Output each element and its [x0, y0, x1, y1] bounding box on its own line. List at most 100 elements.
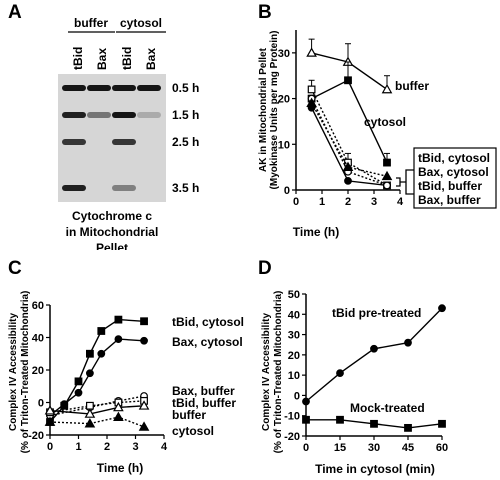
- chart-b-xlabel: Time (h): [293, 225, 339, 239]
- chart-b-ylabel2: (Myokinase Units per mg Protein): [269, 31, 280, 190]
- chart-c-series-label: tBid, buffer: [172, 396, 236, 410]
- gel-row-label: 0.5 h: [172, 81, 199, 95]
- chart-d-x-tick-label: 60: [436, 442, 448, 454]
- chart-b-y-tick-label: 30: [278, 48, 290, 60]
- chart-c-y-tick-label: 20: [32, 365, 44, 377]
- gel-panel: buffer cytosol tBid Bax tBid Bax 0.5 h 1…: [58, 16, 199, 250]
- gel-caption-line: Cytochrome c: [72, 209, 152, 223]
- chart-b-bracket-label: Bax, buffer: [418, 193, 481, 207]
- gel-lane-label: tBid: [120, 47, 134, 70]
- gel-lane-label: tBid: [71, 47, 85, 70]
- chart-c-series-line: [49, 416, 145, 428]
- chart-b-data-point: [342, 161, 354, 172]
- chart-c-data-point: [60, 400, 69, 409]
- gel-band: [87, 112, 111, 118]
- chart-d-data-point: [438, 419, 446, 428]
- chart-b-plot: 0 1 2 3 4 0 10 20 30: [278, 30, 404, 208]
- chart-c-series-label: Bax, buffer: [172, 384, 235, 398]
- chart-c-series-line: [49, 395, 145, 417]
- chart-b-data-point: [307, 85, 316, 94]
- chart-b-bracket-label: tBid, cytosol: [418, 151, 490, 165]
- chart-b-data-point: [383, 181, 391, 190]
- chart-d-data-point: [438, 304, 446, 313]
- chart-c-series-label: Bax, cytosol: [172, 335, 243, 349]
- chart-b-y-tick-label: 20: [278, 94, 290, 106]
- chart-c-data-point: [113, 411, 124, 422]
- chart-d-data-point: [302, 415, 310, 424]
- chart-b-legend-box: [413, 147, 497, 209]
- gel-group-label-cytosol: cytosol: [120, 16, 162, 30]
- gel-band: [112, 112, 136, 118]
- chart-d-xlabel: Time in cytosol (min): [315, 462, 435, 476]
- gel-band: [137, 85, 161, 91]
- chart-c-series-label: tBid, cytosol: [172, 315, 244, 329]
- chart-d-data-point: [336, 369, 344, 378]
- chart-b-x-tick-label: 1: [319, 196, 325, 208]
- chart-b-ylabel: AK in Mitochondrial Pellet: [258, 47, 269, 172]
- gel-band: [112, 139, 136, 145]
- chart-c-y-tick-label: 0: [38, 398, 44, 410]
- chart-c-ylabel2: (% of Triton-Treated Mitochondria): [20, 291, 31, 454]
- gel-band: [62, 112, 86, 118]
- gel-band: [87, 85, 111, 91]
- chart-c-x-tick-label: 4: [161, 441, 168, 453]
- chart-b-annotation-cytosol: cytosol: [364, 115, 406, 129]
- chart-d-x-tick-label: 15: [334, 442, 346, 454]
- chart-d-ylabel2: (% of Triton-Treated Mitochondria): [273, 291, 284, 454]
- chart-c-data-point: [44, 405, 56, 415]
- chart-c-data-point: [114, 335, 123, 344]
- chart-c-y-tick-label: 40: [32, 333, 44, 345]
- chart-c-x-tick-label: 2: [104, 441, 110, 453]
- gel-group-label-buffer: buffer: [74, 16, 108, 30]
- chart-d: Complex IV Accessibility (% of Triton-Tr…: [261, 289, 448, 476]
- chart-b-x-tick-label: 2: [345, 196, 351, 208]
- chart-c-data-point: [85, 401, 94, 410]
- chart-c-data-point: [113, 401, 124, 412]
- panel-letter-c: C: [8, 258, 22, 279]
- chart-b-y-tick-label: 0: [284, 185, 290, 197]
- chart-d-y-tick-label: 30: [288, 330, 300, 342]
- panel-letter-d: D: [258, 258, 272, 279]
- chart-d-x-tick-label: 30: [368, 442, 380, 454]
- chart-c-data-point: [138, 421, 150, 431]
- chart-d-x-tick-label: 0: [303, 442, 309, 454]
- chart-b-x-tick-label: 0: [293, 196, 299, 208]
- gel-caption-line: Pellet: [96, 241, 128, 250]
- chart-c-series-label: cytosol: [172, 424, 214, 438]
- chart-c-series-line: [49, 405, 145, 415]
- chart-d-y-tick-label: -10: [284, 411, 300, 423]
- chart-d-y-tick-label: 40: [288, 309, 300, 321]
- chart-c-data-point: [85, 349, 94, 358]
- panel-letter-a: A: [8, 2, 22, 23]
- chart-d-y-tick-label: 20: [288, 350, 300, 362]
- chart-c-data-point: [74, 377, 83, 386]
- chart-d-series-line: [305, 307, 443, 403]
- chart-b-data-point: [381, 170, 393, 181]
- gel-band: [112, 185, 136, 191]
- chart-b-data-point: [344, 176, 352, 185]
- gel-caption-line: in Mitochondrial: [66, 225, 159, 239]
- chart-b-data-point: [306, 97, 317, 108]
- gel-bands: [62, 85, 161, 191]
- chart-c-data-point: [97, 327, 106, 335]
- gel-lane-label: Bax: [144, 48, 158, 70]
- gel-band: [62, 139, 86, 145]
- chart-b-data-point: [306, 47, 317, 57]
- chart-c-data-point: [138, 400, 150, 410]
- chart-c-y-tick-label: 60: [32, 300, 44, 312]
- chart-c-data-point: [74, 388, 83, 397]
- chart-c-data-point: [114, 315, 123, 324]
- chart-c-data-point: [84, 408, 96, 418]
- chart-d-data-point: [370, 344, 378, 353]
- chart-c-ylabel: Complex IV Accessibility: [8, 313, 19, 431]
- chart-c-x-tick-label: 0: [47, 441, 53, 453]
- chart-b-bracket-end: [396, 177, 401, 187]
- gel-band: [62, 85, 86, 91]
- gel-band: [137, 112, 161, 118]
- panel-letter-b: B: [258, 2, 272, 23]
- chart-b-bracket: [400, 169, 414, 195]
- chart-d-y-tick-label: 0: [294, 390, 300, 402]
- chart-c: Complex IV Accessibility (% of Triton-Tr…: [8, 291, 244, 475]
- chart-d-plot: 0 15 30 45 60 -20 -10 0 10 20 30 40 50: [284, 289, 448, 454]
